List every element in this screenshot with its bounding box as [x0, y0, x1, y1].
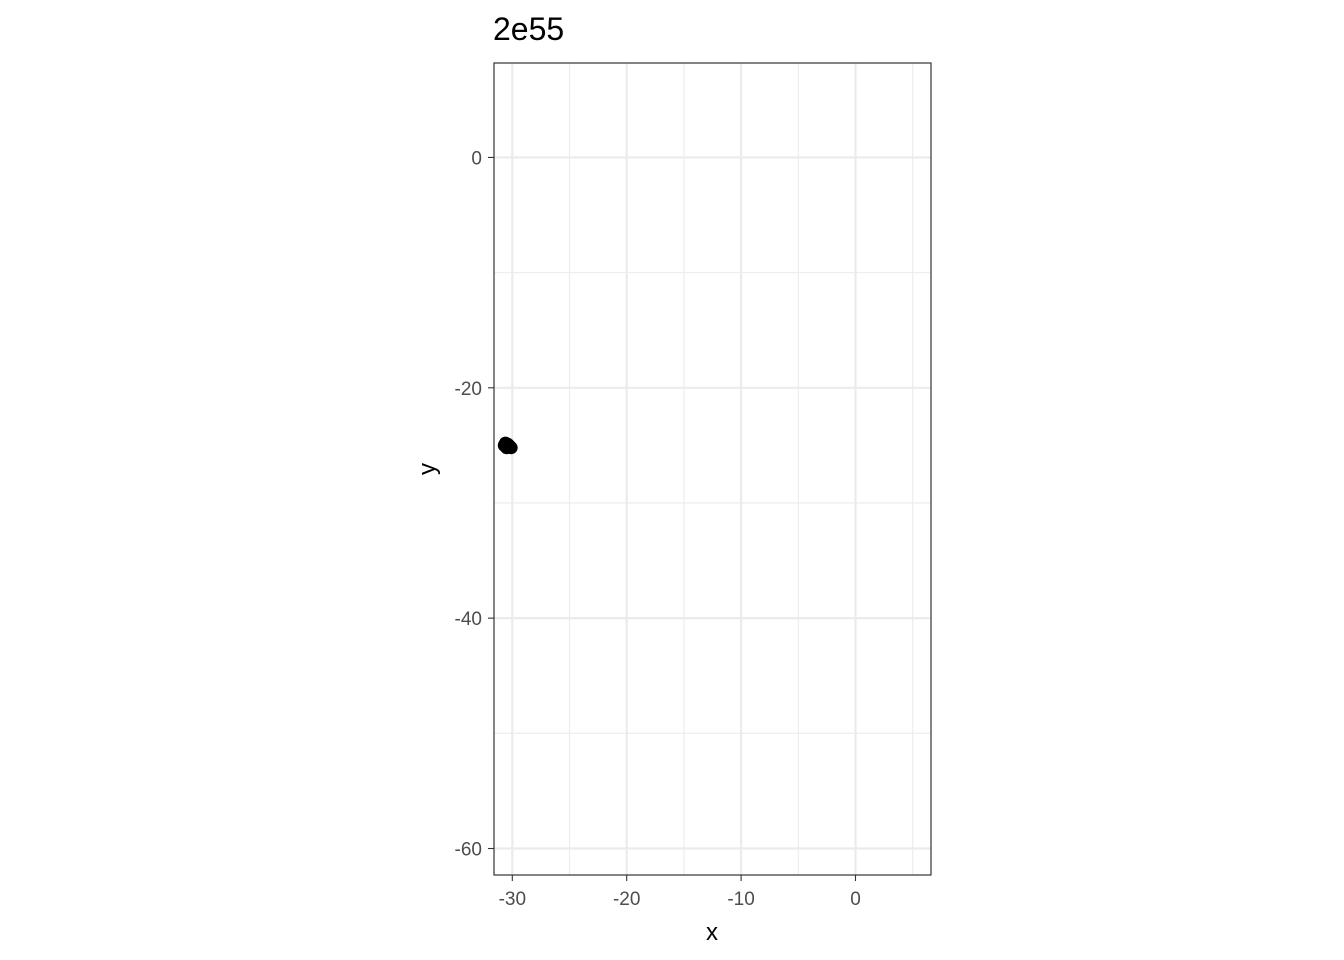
y-tick-label: 0: [471, 148, 482, 169]
y-axis-title: y: [414, 463, 441, 475]
y-tick-label: -60: [455, 840, 482, 861]
x-tick-label: -30: [499, 889, 526, 910]
minor-gridlines: [494, 63, 931, 875]
data-points: [497, 436, 518, 455]
x-tick-label: -20: [613, 889, 640, 910]
y-tick-label: -40: [455, 609, 482, 630]
major-gridlines: [494, 63, 931, 875]
x-tick-label: 0: [850, 889, 861, 910]
x-axis-ticks: -30 -20 -10 0: [499, 875, 861, 910]
y-tick-label: -20: [455, 379, 482, 400]
chart-title: 2e55: [493, 11, 564, 47]
panel-border: [493, 62, 932, 876]
y-axis-ticks: 0 -20 -40 -60: [455, 148, 494, 861]
x-axis-title: x: [706, 919, 718, 946]
data-point: [502, 438, 516, 452]
x-tick-label: -10: [727, 889, 754, 910]
